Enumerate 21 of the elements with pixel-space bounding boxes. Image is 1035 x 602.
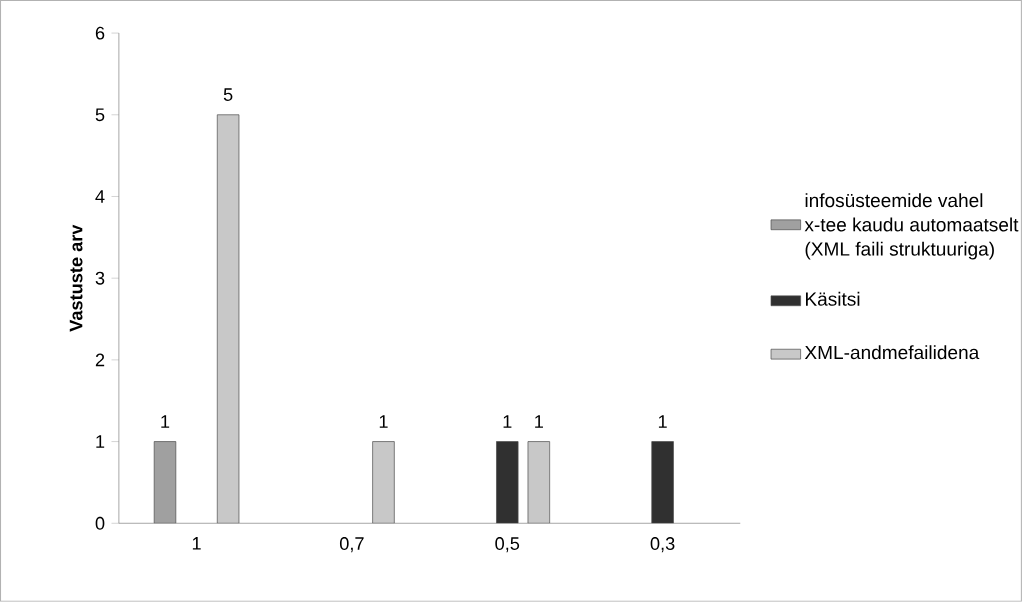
data-label: 1 [379,415,388,428]
data-label: 5 [223,88,233,102]
y-tick-label: 2 [95,353,105,367]
x-tick-label: 0,5 [495,537,520,553]
y-tick-label: 5 [95,108,105,122]
legend-label: XML-andmefailidena [804,345,980,360]
data-label: 1 [535,415,543,428]
legend-label: Käsitsi [806,291,860,306]
x-tick-label: 0,3 [650,537,675,553]
x-tick-label: 1 [192,537,201,550]
data-label: 1 [503,415,512,428]
data-label: 1 [658,415,667,428]
y-tick-label: 4 [95,190,105,203]
y-tick-label: 0 [95,516,105,530]
y-tick-label: 3 [95,271,105,285]
data-label: 1 [161,415,170,428]
x-tick-label: 0,7 [339,537,364,553]
legend-label: infosüsteemide vahel x-tee kaudu automaatselt (XML faili struktuuriga) [804,193,1019,260]
y-axis-title: Vastuste arv [69,224,83,332]
y-tick-label: 6 [95,26,105,40]
y-tick-label: 1 [96,435,105,448]
